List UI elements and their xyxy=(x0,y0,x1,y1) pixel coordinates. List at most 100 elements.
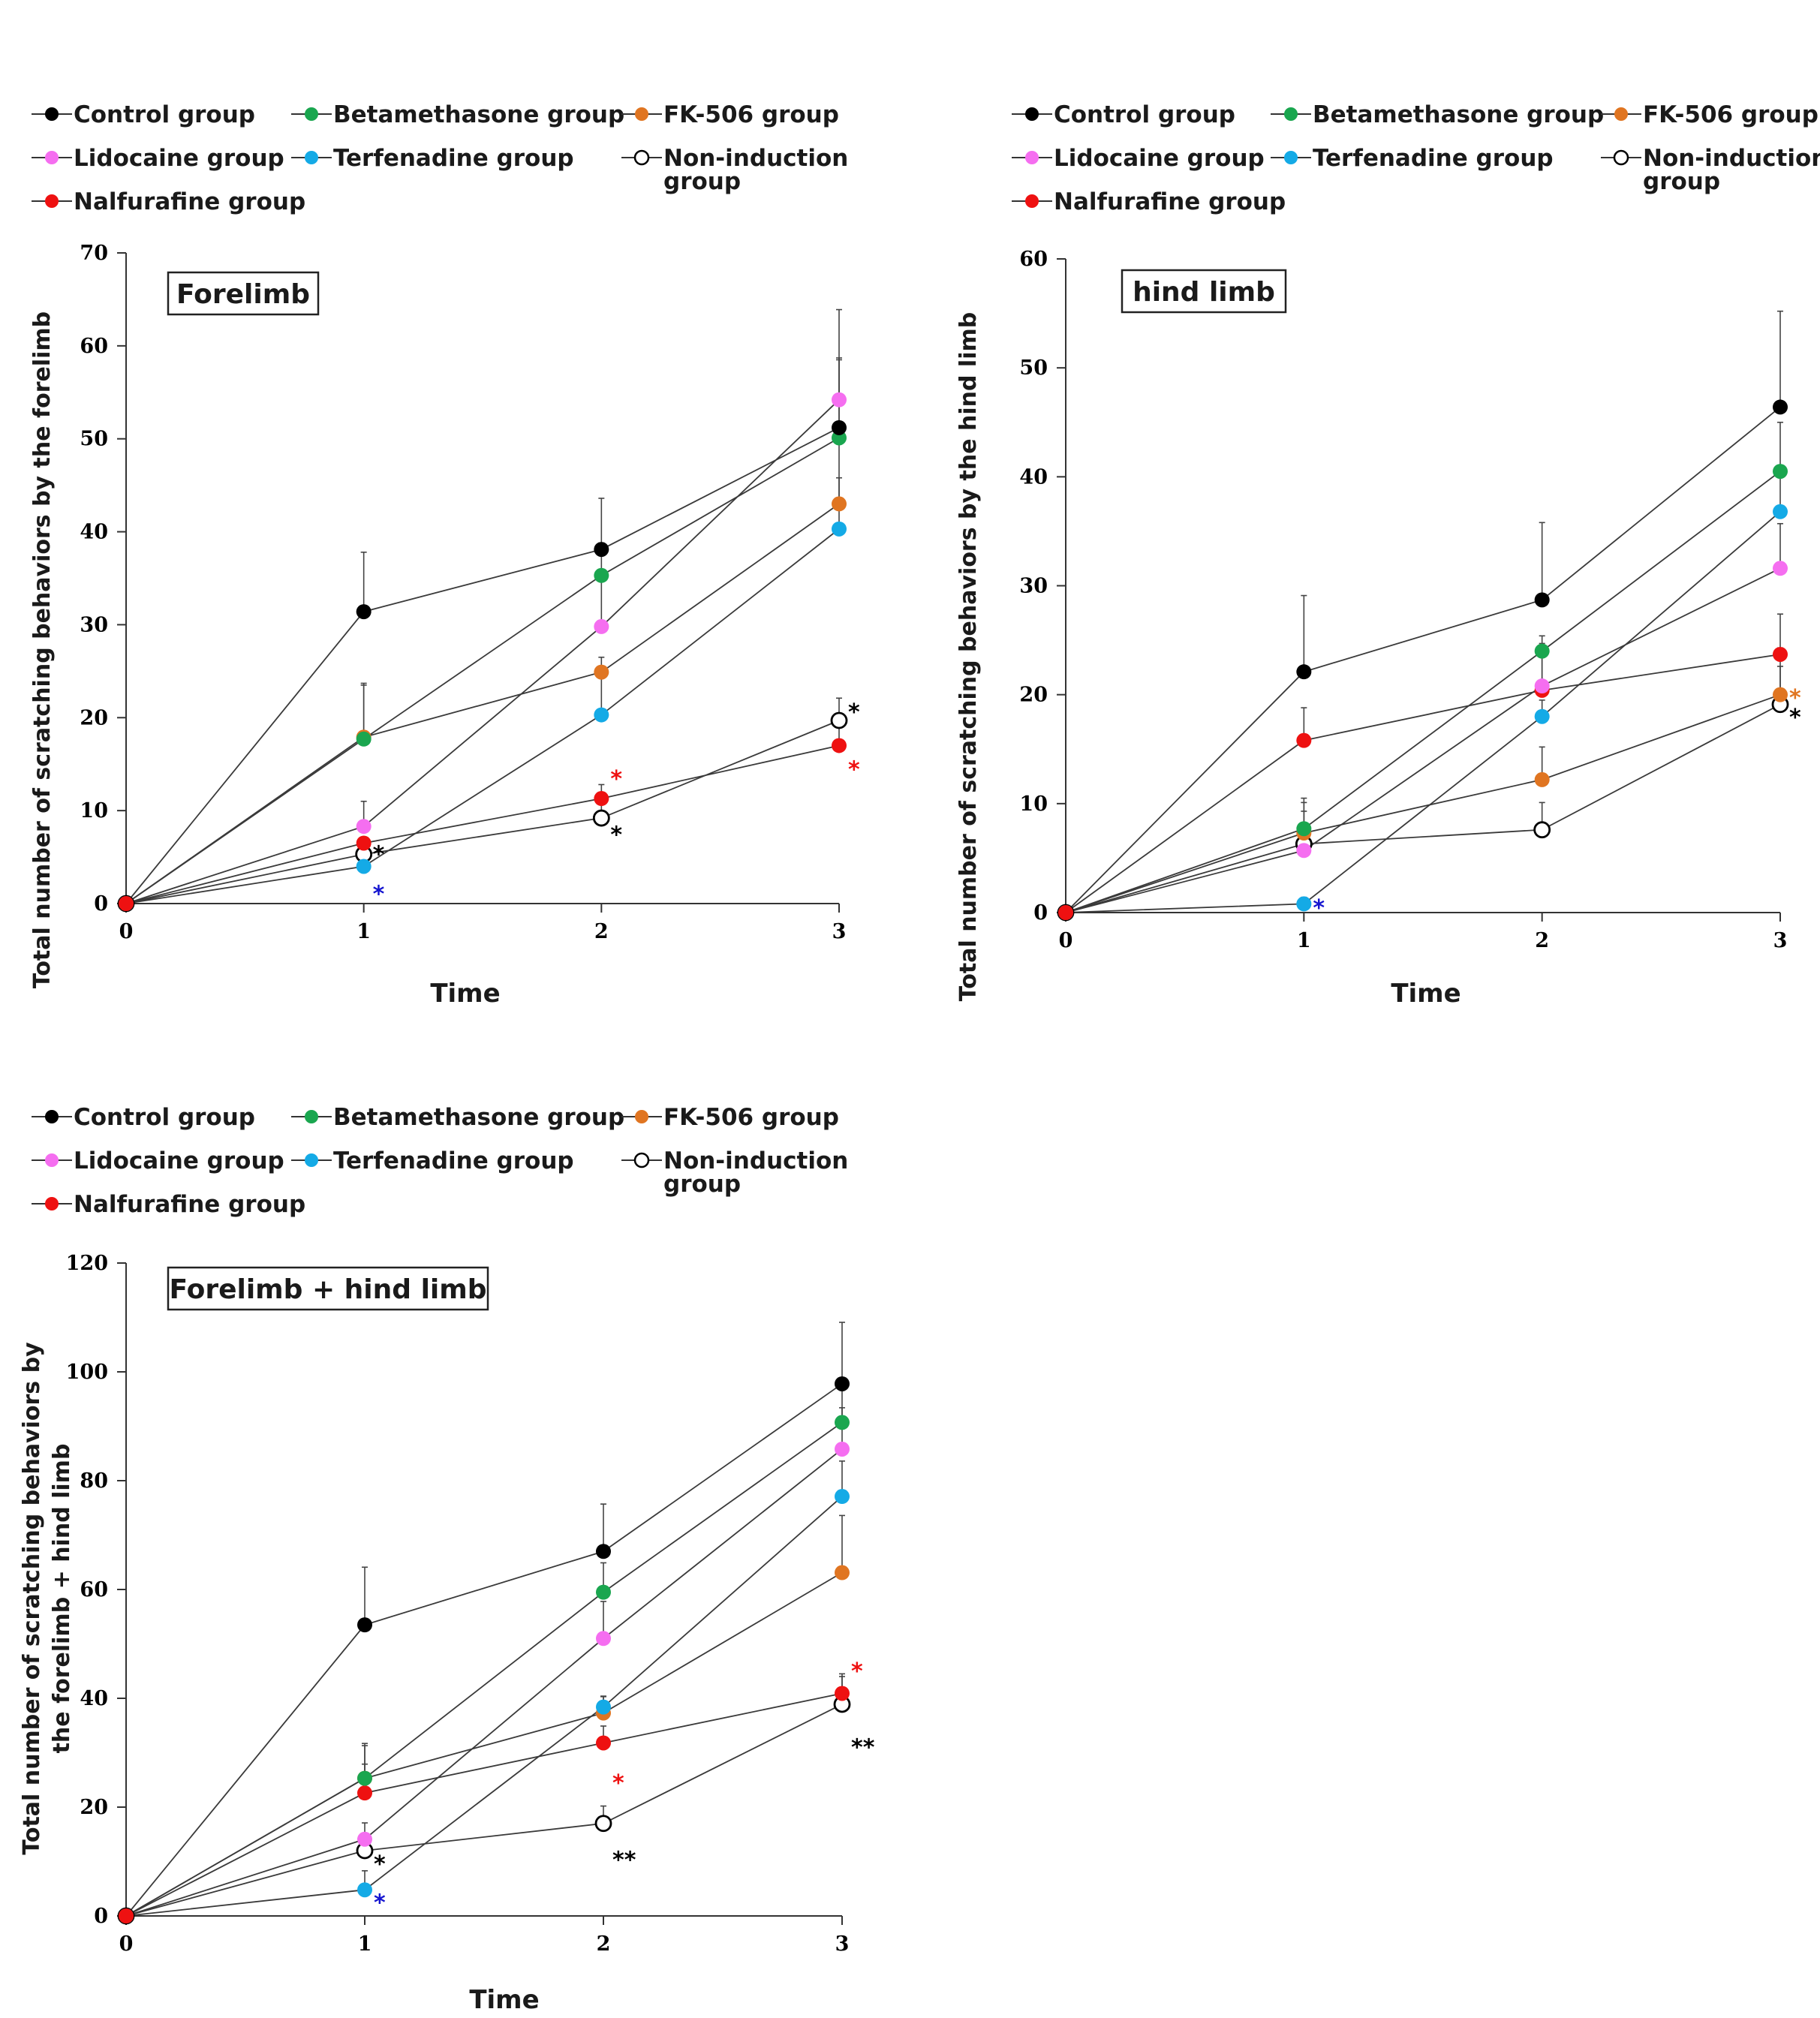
legend-label-lidocaine: Lidocaine group xyxy=(1054,145,1265,172)
y-axis-title-line2: the forelimb + hind limb xyxy=(49,1444,75,1754)
legend-marker-fk506 xyxy=(1614,107,1628,121)
data-point xyxy=(832,521,847,537)
legend-entry-fk506: FK-506 group xyxy=(1601,101,1818,128)
legend-marker-nalfurafine xyxy=(45,1197,59,1210)
y-axis-title: Total number of scratching behaviors by … xyxy=(29,311,56,988)
legend: Control group Betamethasone group FK-506… xyxy=(32,101,848,215)
significance-marker: * xyxy=(848,699,860,726)
series-line xyxy=(125,1704,843,1917)
x-tick-label: 1 xyxy=(358,1932,372,1956)
data-point xyxy=(594,1815,612,1833)
series-line xyxy=(125,1692,843,1917)
legend-marker-noninduction xyxy=(633,1152,650,1168)
data-point xyxy=(1773,687,1788,702)
legend-entry-betamethasone: Betamethasone group xyxy=(291,101,624,128)
data-point xyxy=(1058,905,1073,920)
legend-marker-noninduction xyxy=(1613,149,1629,166)
series-line xyxy=(125,503,840,904)
legend-marker-betamethasone xyxy=(305,1110,318,1123)
data-point xyxy=(1534,708,1550,724)
data-point xyxy=(119,1908,134,1923)
y-tick-label: 20 xyxy=(80,706,108,729)
y-tick-label: 40 xyxy=(1019,465,1048,489)
significance-marker: * xyxy=(373,841,385,868)
legend-label-nalfurafine: Nalfurafine group xyxy=(74,1191,305,1218)
significance-marker: * xyxy=(848,757,860,783)
legend-label-noninduction-line2: group xyxy=(663,1171,741,1198)
legend-entry-terfenadine: Terfenadine group xyxy=(1271,145,1554,172)
legend: Control group Betamethasone group FK-506… xyxy=(1012,101,1820,215)
legend-label-control: Control group xyxy=(74,101,255,128)
legend-marker-betamethasone xyxy=(1284,107,1298,121)
significance-marker: * xyxy=(851,1659,863,1685)
data-point xyxy=(1534,678,1550,694)
data-point xyxy=(357,1770,372,1786)
legend-entry-noninduction: Non-induction group xyxy=(1601,145,1820,195)
y-tick-label: 120 xyxy=(66,1252,108,1275)
legend-entry-control: Control group xyxy=(32,101,255,128)
legend-entry-lidocaine: Lidocaine group xyxy=(32,145,284,172)
legend-marker-nalfurafine xyxy=(45,194,59,208)
y-tick-label: 10 xyxy=(80,799,108,823)
y-tick-label: 20 xyxy=(80,1796,108,1819)
y-tick-label: 10 xyxy=(1019,792,1048,816)
legend-label-noninduction-line1: Non-induction xyxy=(663,1147,848,1174)
data-point xyxy=(356,859,372,874)
panel-title-text: Forelimb xyxy=(176,279,310,310)
chart-hind-limb: Control group Betamethasone group FK-506… xyxy=(955,101,1820,1009)
data-point xyxy=(835,1565,850,1580)
legend-label-fk506: FK-506 group xyxy=(1643,101,1818,128)
data-point xyxy=(1296,821,1312,837)
y-tick-label: 0 xyxy=(1033,901,1048,925)
data-point xyxy=(835,1415,850,1430)
data-point xyxy=(1773,464,1788,480)
y-tick-label: 20 xyxy=(1019,684,1048,707)
data-point xyxy=(1296,732,1312,748)
x-tick-label: 0 xyxy=(1059,929,1073,952)
data-point xyxy=(357,1831,372,1847)
panel-title: Forelimb + hind limb xyxy=(167,1266,489,1311)
legend-marker-lidocaine xyxy=(45,151,59,164)
x-tick-label: 3 xyxy=(1773,929,1788,952)
data-point xyxy=(357,1617,372,1633)
data-point xyxy=(596,1544,611,1559)
significance-marker: * xyxy=(374,1851,386,1878)
data-point xyxy=(1534,643,1550,659)
data-point xyxy=(832,738,847,753)
y-tick-label: 30 xyxy=(80,613,108,636)
legend-entry-lidocaine: Lidocaine group xyxy=(32,1147,284,1174)
legend-label-betamethasone: Betamethasone group xyxy=(333,1104,624,1131)
significance-marker: * xyxy=(612,1770,624,1797)
legend-entry-nalfurafine: Nalfurafine group xyxy=(32,1191,305,1218)
data-point xyxy=(357,1882,372,1898)
legend-marker-control xyxy=(45,107,59,121)
legend-label-betamethasone: Betamethasone group xyxy=(1313,101,1604,128)
y-tick-label: 60 xyxy=(80,335,108,358)
data-point xyxy=(835,1376,850,1391)
data-point xyxy=(1773,399,1788,415)
legend-label-noninduction-line1: Non-induction xyxy=(663,145,848,172)
panel-title-text: hind limb xyxy=(1133,277,1275,308)
x-tick-label: 2 xyxy=(594,920,609,943)
x-tick-label: 1 xyxy=(1297,929,1311,952)
panel-title: hind limb xyxy=(1121,269,1287,314)
legend-label-fk506: FK-506 group xyxy=(663,1104,839,1131)
data-point xyxy=(594,542,609,558)
series-line xyxy=(1065,703,1781,913)
legend-label-terfenadine: Terfenadine group xyxy=(333,1147,574,1174)
legend-entry-terfenadine: Terfenadine group xyxy=(291,145,574,172)
legend: Control group Betamethasone group FK-506… xyxy=(32,1104,848,1218)
data-point xyxy=(357,1785,372,1801)
legend-marker-fk506 xyxy=(635,1110,648,1123)
series-line xyxy=(125,1383,843,1917)
series-line xyxy=(125,437,840,904)
series-line xyxy=(1065,693,1781,913)
x-axis-title: Time xyxy=(430,979,500,1009)
data-point xyxy=(356,819,372,835)
data-point xyxy=(594,791,609,807)
data-point xyxy=(835,1489,850,1505)
legend-entry-lidocaine: Lidocaine group xyxy=(1012,145,1265,172)
x-tick-label: 1 xyxy=(356,920,371,943)
x-tick-label: 2 xyxy=(597,1932,611,1956)
